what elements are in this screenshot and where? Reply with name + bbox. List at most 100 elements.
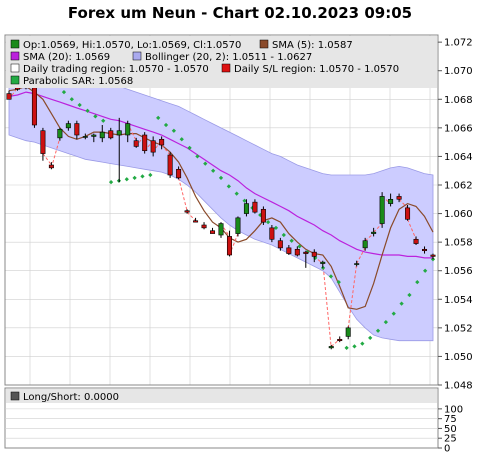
sar-dot [187, 145, 192, 150]
sar-dot [344, 345, 349, 350]
candle [31, 85, 37, 128]
bollinger-band [8, 66, 434, 342]
long-short-swatch [10, 391, 20, 401]
legend-swatch-sma20 [10, 51, 20, 61]
y-tick-label: 1.070 [444, 66, 473, 77]
candle-body [108, 130, 114, 139]
legend-swatch-sma5 [259, 39, 269, 49]
sar-dot [156, 115, 161, 120]
candle [388, 193, 394, 207]
sar-dot [211, 168, 216, 173]
candle [235, 216, 241, 237]
sar-dot [289, 238, 294, 243]
candle-body [235, 217, 241, 234]
sar-dot [328, 274, 334, 279]
candle-body [269, 227, 275, 240]
candle [328, 345, 334, 350]
sar-dot [423, 268, 428, 273]
candle-body [184, 210, 190, 213]
candle [294, 246, 300, 257]
candle-body [91, 134, 97, 137]
sar-dot [108, 180, 114, 185]
candle [226, 230, 232, 257]
candlesticks [6, 75, 436, 350]
sar-dot [101, 118, 106, 123]
y-tick-label: 1.052 [444, 323, 473, 334]
stop-loss-line [407, 219, 417, 240]
sar-dot [383, 320, 389, 325]
candle-body [6, 93, 12, 100]
candle-body [337, 338, 343, 342]
candle [320, 260, 326, 268]
sar-dot [77, 102, 82, 108]
candle [82, 133, 88, 140]
legend-sma20: SMA (20): 1.0569 [23, 52, 110, 63]
sar-dot [203, 161, 208, 166]
stop-loss-line [364, 233, 374, 242]
sar-dot [124, 177, 129, 182]
sar-dot [234, 191, 239, 196]
legend-swatch-trading-region [10, 63, 20, 73]
candle [422, 246, 428, 254]
y-tick-label: 1.048 [444, 381, 473, 392]
stop-loss-line [229, 233, 239, 256]
parabolic-sar-dots [22, 52, 436, 350]
candle-body [260, 208, 266, 223]
candle [218, 222, 224, 238]
legend-sma5: SMA (5): 1.0587 [272, 40, 353, 51]
stop-loss-line [42, 153, 52, 166]
stop-loss-line [50, 137, 61, 168]
candle-body [74, 123, 80, 136]
sub-y-tick-label: 25 [444, 434, 457, 445]
y-tick-label: 1.068 [444, 95, 473, 106]
sar-dot [61, 90, 67, 95]
sar-dot [226, 184, 231, 189]
candle-body [176, 168, 182, 179]
legend-sl-region: Daily S/L region: 1.0570 - 1.0570 [234, 64, 399, 75]
sar-dot [69, 97, 74, 102]
candle-body [277, 240, 283, 249]
candle [65, 120, 71, 131]
stop-loss-line [161, 144, 171, 156]
legend-ohlc: Op:1.0569, Hi:1.0570, Lo:1.0569, Cl:1.05… [23, 40, 241, 51]
candle [108, 127, 114, 140]
sar-dot [163, 122, 169, 128]
legend-swatch-sar [10, 75, 20, 85]
y-tick-label: 1.058 [444, 238, 473, 249]
y-tick-label: 1.062 [444, 181, 473, 192]
legend-entry-sma5: SMA (5): 1.0587 [259, 39, 353, 51]
legend-swatch-ohlc [10, 39, 20, 49]
candle-body [294, 248, 300, 256]
sar-dot [391, 311, 396, 316]
long-short-label: Long/Short: 0.0000 [23, 392, 119, 403]
candle [159, 136, 165, 150]
legend-sar: Parabolic SAR: 1.0568 [23, 76, 133, 87]
candle [405, 205, 411, 221]
candle [277, 237, 283, 251]
candle [142, 132, 148, 154]
sub-y-tick-label: 75 [444, 414, 457, 425]
stop-loss-line [127, 123, 137, 141]
candle [184, 209, 190, 214]
candle-body [430, 254, 436, 257]
candle [167, 152, 173, 178]
sar-dot [368, 335, 373, 340]
candle-body [167, 154, 173, 176]
candle-body [99, 131, 105, 139]
candle [6, 90, 12, 100]
y-tick-label: 1.054 [444, 295, 473, 306]
sar-dot [140, 174, 145, 179]
candle-body [142, 134, 148, 152]
candle-body [379, 196, 385, 224]
legend-entry-bollinger: Bollinger (20, 2): 1.0511 - 1.0627 [132, 51, 312, 63]
candle [74, 120, 80, 140]
stop-loss-line [322, 262, 332, 348]
candle [252, 199, 258, 214]
candle [345, 326, 351, 340]
candle [413, 236, 419, 245]
sar-dot [415, 280, 420, 285]
candle-body [48, 164, 54, 169]
candle [311, 249, 317, 263]
sar-dot [218, 175, 224, 180]
candle-body [210, 230, 216, 234]
